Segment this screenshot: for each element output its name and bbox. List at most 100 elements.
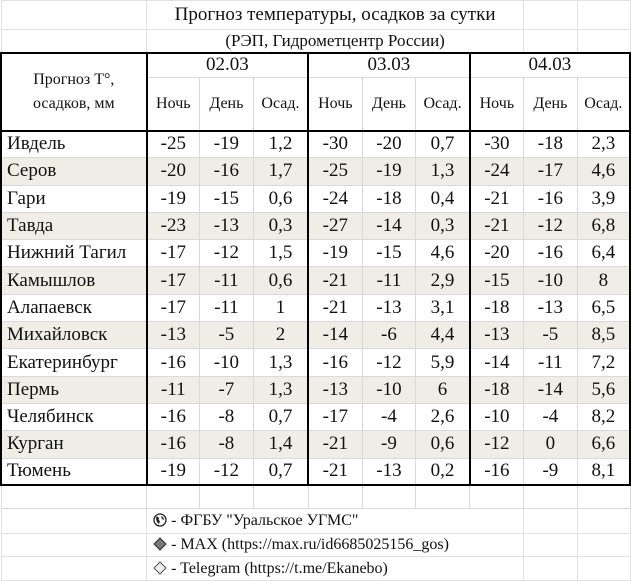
cell-value: -23 <box>146 211 200 241</box>
cell-value: 1,5 <box>252 239 310 268</box>
empty-cell[interactable] <box>415 484 471 509</box>
cell-value: -12 <box>469 430 525 459</box>
footer-item: - ФГБУ "Уральское УГМС" <box>146 507 525 534</box>
cell-value: 0,7 <box>252 402 310 432</box>
table-row: Камышлов -17 -11 0,6 -21 -11 2,9 -15 -10 8 <box>0 266 631 295</box>
diamond-outline-icon <box>153 560 167 575</box>
empty-cell[interactable] <box>523 507 578 534</box>
cell-value: 1,3 <box>415 157 471 186</box>
subheader-1-2: День <box>198 77 254 131</box>
cell-value: -24 <box>307 184 363 213</box>
city-name: Тюмень <box>0 457 148 487</box>
cell-value: -17 <box>307 402 363 432</box>
empty-cell[interactable] <box>523 484 578 509</box>
city-name: Ивдель <box>0 129 148 159</box>
cell-value: -20 <box>469 239 525 268</box>
cell-value: 5,6 <box>576 375 631 404</box>
cell-value: 6,5 <box>576 293 631 323</box>
empty-cell[interactable] <box>576 507 631 534</box>
empty-cell[interactable] <box>576 484 631 509</box>
cell-value: 6 <box>415 375 471 404</box>
cell-value: -18 <box>361 184 417 213</box>
cell-value: 4,4 <box>415 321 471 350</box>
city-name: Серов <box>0 157 148 186</box>
cell-value: 3,1 <box>415 293 471 323</box>
cell-value: -19 <box>307 239 363 268</box>
cell-value: -21 <box>469 184 525 213</box>
cell-value: -11 <box>198 266 254 295</box>
city-name: Нижний Тагил <box>0 239 148 268</box>
cell-value: -16 <box>146 348 200 377</box>
footer-text: - Telegram (https://t.me/Ekanebo) <box>171 559 388 577</box>
cell-value: -19 <box>146 184 200 213</box>
subheader-2-2: День <box>361 77 417 131</box>
cell-value: 2,6 <box>415 402 471 432</box>
cell-value: -13 <box>307 375 363 404</box>
city-name: Пермь <box>0 375 148 404</box>
cell-value: -7 <box>198 375 254 404</box>
subheader-3-1: Ночь <box>469 77 525 131</box>
corner-label: Прогноз Т°, осадков, мм <box>0 51 148 131</box>
table-row: Нижний Тагил -17 -12 1,5 -19 -15 4,6 -20 -16 6,4 <box>0 239 631 268</box>
cell-value: -21 <box>469 211 525 241</box>
cell-value: 0,6 <box>252 266 310 295</box>
cell-value: -13 <box>469 321 525 350</box>
city-name: Камышлов <box>0 266 148 295</box>
cell-value: 1,2 <box>252 129 310 159</box>
cell-value: 1,4 <box>252 430 310 459</box>
empty-cell[interactable] <box>0 532 148 558</box>
empty-cell[interactable] <box>469 484 525 509</box>
city-name: Гари <box>0 184 148 213</box>
empty-cell[interactable] <box>198 484 254 509</box>
cell-value: -6 <box>361 321 417 350</box>
table-row: Тюмень -19 -12 0,7 -21 -13 0,2 -16 -9 8,1 <box>0 457 631 487</box>
cell-value: -16 <box>146 402 200 432</box>
empty-cell[interactable] <box>576 532 631 558</box>
table-row: Алапаевск -17 -11 1 -21 -13 3,1 -18 -13 6,5 <box>0 293 631 323</box>
cell-value: 0,7 <box>252 457 310 487</box>
cell-value: 8 <box>576 266 631 295</box>
table-row: Серов -20 -16 1,7 -25 -19 1,3 -24 -17 4,6 <box>0 157 631 186</box>
cell-value: -16 <box>523 239 578 268</box>
cell-value: 8,1 <box>576 457 631 487</box>
cell-value: -13 <box>198 211 254 241</box>
cell-value: -14 <box>361 211 417 241</box>
cell-value: -11 <box>198 293 254 323</box>
cell-value: -15 <box>469 266 525 295</box>
cell-value: -9 <box>361 430 417 459</box>
table-row: Курган -16 -8 1,4 -21 -9 0,6 -12 0 6,6 <box>0 430 631 459</box>
cell-value: -5 <box>523 321 578 350</box>
cell-value: -12 <box>523 211 578 241</box>
cell-value: -15 <box>361 239 417 268</box>
cell-value: -17 <box>146 293 200 323</box>
empty-cell[interactable] <box>307 484 363 509</box>
empty-cell[interactable] <box>361 484 417 509</box>
empty-cell[interactable] <box>0 484 148 509</box>
cell-value: -12 <box>198 239 254 268</box>
cell-value: 0,3 <box>252 211 310 241</box>
city-name: Тавда <box>0 211 148 241</box>
cell-value: 8,2 <box>576 402 631 432</box>
diamond-filled-icon <box>153 537 167 551</box>
empty-cell[interactable] <box>252 484 309 509</box>
cell-value: -16 <box>469 457 525 487</box>
subheader-3-2: День <box>523 77 578 131</box>
city-name: Михайловск <box>0 321 148 350</box>
cell-value: -20 <box>146 157 200 186</box>
table-row: Гари -19 -15 0,6 -24 -18 0,4 -21 -16 3,9 <box>0 184 631 213</box>
cell-value: -20 <box>361 129 417 159</box>
table-row: Ивдель -25 -19 1,2 -30 -20 0,7 -30 -18 2,3 <box>0 129 631 159</box>
cell-value: 0,3 <box>415 211 471 241</box>
cell-value: -13 <box>523 293 578 323</box>
cell-value: 2 <box>252 321 310 350</box>
table-row: Тавда -23 -13 0,3 -27 -14 0,3 -21 -12 6,8 <box>0 211 631 241</box>
empty-cell[interactable] <box>0 507 148 534</box>
cell-value: -21 <box>307 430 363 459</box>
cell-value: -9 <box>523 457 578 487</box>
empty-cell[interactable] <box>523 532 578 558</box>
city-name: Челябинск <box>0 402 148 432</box>
footer-item: - MAX (https://max.ru/id6685025156_gos) <box>146 532 525 558</box>
date-header-2: 03.03 <box>307 51 471 78</box>
empty-cell[interactable] <box>146 484 200 509</box>
cell-value: 6,8 <box>576 211 631 241</box>
